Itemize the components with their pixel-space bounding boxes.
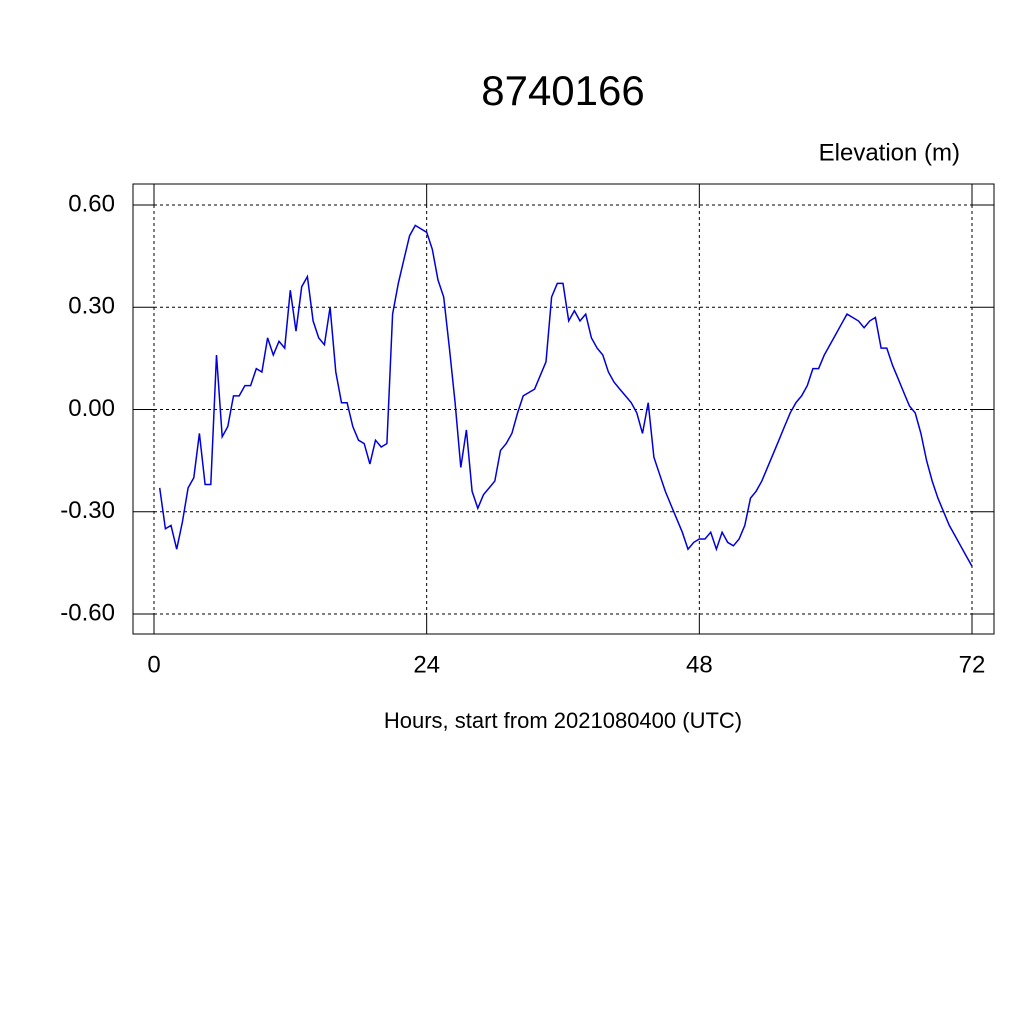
- y-tick-label: -0.30: [60, 497, 115, 524]
- y-tick-label: 0.00: [68, 395, 115, 422]
- x-tick-label: 72: [959, 651, 986, 678]
- x-tick-label: 0: [147, 651, 160, 678]
- y-tick-label: 0.30: [68, 293, 115, 320]
- x-tick-label: 48: [686, 651, 713, 678]
- x-axis-label: Hours, start from 2021080400 (UTC): [384, 708, 742, 733]
- chart-title: 8740166: [481, 67, 645, 114]
- data-line: [158, 224, 973, 567]
- x-tick-label: 24: [413, 651, 440, 678]
- y-tick-label: 0.60: [68, 190, 115, 217]
- subtitle: Elevation (m): [819, 139, 960, 166]
- y-tick-label: -0.60: [60, 599, 115, 626]
